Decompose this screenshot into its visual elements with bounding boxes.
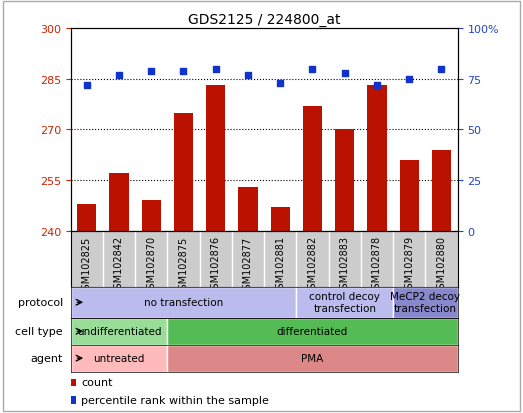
Text: GSM102875: GSM102875 (178, 236, 188, 295)
Point (147, 68, 155, 75)
Text: GSM102883: GSM102883 (340, 236, 350, 294)
Bar (303, 107, 322, 231)
Text: GSM102876: GSM102876 (211, 236, 221, 295)
Text: PMA: PMA (301, 353, 324, 363)
Bar (393, 287, 458, 318)
Text: undifferentiated: undifferentiated (77, 326, 161, 337)
Title: GDS2125 / 224800_at: GDS2125 / 224800_at (188, 12, 340, 26)
Text: cell type: cell type (15, 326, 63, 337)
Bar (77, 204, 96, 231)
Bar (367, 86, 386, 231)
Bar (238, 188, 258, 231)
Bar (432, 150, 451, 231)
Text: count: count (81, 377, 112, 387)
Point (309, 66, 317, 73)
Text: protocol: protocol (18, 297, 63, 308)
Bar (335, 130, 355, 231)
Text: GSM102825: GSM102825 (82, 236, 92, 295)
Text: GSM102880: GSM102880 (437, 236, 447, 294)
Bar (71, 318, 167, 345)
Text: control decoy
transfection: control decoy transfection (309, 292, 380, 313)
Point (340, 70, 349, 77)
Text: GSM102870: GSM102870 (146, 236, 156, 295)
Bar (174, 113, 193, 231)
Text: GSM102879: GSM102879 (404, 236, 414, 295)
Text: GSM102882: GSM102882 (308, 236, 317, 295)
Point (437, 66, 446, 73)
Text: no transfection: no transfection (144, 297, 223, 308)
Bar (71, 287, 297, 318)
Bar (206, 86, 225, 231)
Bar (270, 208, 290, 231)
Bar (109, 174, 129, 231)
Point (83, 82, 91, 89)
Bar (297, 287, 393, 318)
Bar (142, 201, 161, 231)
Text: MeCP2 decoy
transfection: MeCP2 decoy transfection (390, 292, 460, 313)
Point (244, 72, 252, 79)
Bar (71, 345, 167, 372)
Text: GSM102878: GSM102878 (372, 236, 382, 295)
Bar (167, 345, 458, 372)
Point (179, 68, 188, 75)
Text: percentile rank within the sample: percentile rank within the sample (81, 395, 269, 405)
Point (115, 72, 123, 79)
Bar (167, 318, 458, 345)
Point (276, 80, 285, 87)
Point (405, 76, 413, 83)
Text: untreated: untreated (93, 353, 145, 363)
Text: agent: agent (30, 353, 63, 363)
Point (211, 66, 220, 73)
Text: GSM102881: GSM102881 (275, 236, 285, 294)
Text: differentiated: differentiated (277, 326, 348, 337)
Point (373, 82, 381, 89)
Text: GSM102877: GSM102877 (243, 236, 253, 295)
Text: GSM102842: GSM102842 (114, 236, 124, 295)
Bar (400, 160, 419, 231)
